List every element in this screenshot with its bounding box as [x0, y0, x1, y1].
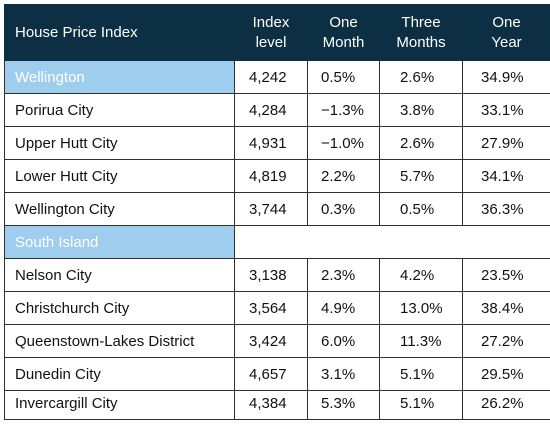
- three-months-cell: 0.5%: [379, 192, 463, 226]
- column-header-one-month: One Month: [307, 4, 380, 61]
- one-year-cell: 27.2%: [462, 324, 550, 358]
- index-level-cell: 3,744: [234, 192, 308, 226]
- region-row-wellington: Wellington 4,242 0.5% 2.6% 34.9%: [4, 60, 550, 94]
- three-months-cell: 13.0%: [379, 291, 463, 325]
- table-row: Lower Hutt City 4,819 2.2% 5.7% 34.1%: [4, 159, 550, 193]
- three-months-cell: 5.1%: [379, 390, 463, 420]
- column-header-one-year: One Year: [462, 4, 550, 61]
- three-months-cell: 2.6%: [379, 126, 463, 160]
- table-row: Upper Hutt City 4,931 −1.0% 2.6% 27.9%: [4, 126, 550, 160]
- city-name: Dunedin City: [4, 357, 235, 391]
- one-year-cell: 33.1%: [462, 93, 550, 127]
- one-year-cell: 23.5%: [462, 258, 550, 292]
- one-year-cell: 29.5%: [462, 357, 550, 391]
- one-month-cell: −1.3%: [307, 93, 380, 127]
- one-month-cell: 4.9%: [307, 291, 380, 325]
- one-month-cell: 0.5%: [307, 60, 380, 94]
- three-months-cell: 5.7%: [379, 159, 463, 193]
- one-month-cell: 3.1%: [307, 357, 380, 391]
- column-header-name: House Price Index: [4, 4, 235, 61]
- city-name: Nelson City: [4, 258, 235, 292]
- table-row: Queenstown-Lakes District 3,424 6.0% 11.…: [4, 324, 550, 358]
- three-months-cell: 5.1%: [379, 357, 463, 391]
- one-month-cell: 2.3%: [307, 258, 380, 292]
- city-name: Lower Hutt City: [4, 159, 235, 193]
- three-months-cell: 2.6%: [379, 60, 463, 94]
- region-name: Wellington: [4, 60, 235, 94]
- column-header-three-months: Three Months: [379, 4, 463, 61]
- one-year-cell: 34.1%: [462, 159, 550, 193]
- one-month-cell: 5.3%: [307, 390, 380, 420]
- one-month-cell: 2.2%: [307, 159, 380, 193]
- house-price-index-table: House Price Index Index level One Month Th…: [4, 4, 550, 420]
- one-year-cell: 38.4%: [462, 291, 550, 325]
- index-level-cell: 4,384: [234, 390, 308, 420]
- city-name: Christchurch City: [4, 291, 235, 325]
- city-name: Invercargill City: [4, 390, 235, 420]
- three-months-cell: 4.2%: [379, 258, 463, 292]
- index-level-cell: 4,931: [234, 126, 308, 160]
- table-row: Invercargill City 4,384 5.3% 5.1% 26.2%: [4, 390, 550, 420]
- table-row: Porirua City 4,284 −1.3% 3.8% 33.1%: [4, 93, 550, 127]
- city-name: Upper Hutt City: [4, 126, 235, 160]
- index-level-cell: 4,819: [234, 159, 308, 193]
- index-level-cell: 3,138: [234, 258, 308, 292]
- one-year-cell: 26.2%: [462, 390, 550, 420]
- index-level-cell: 4,284: [234, 93, 308, 127]
- index-level-cell: 4,657: [234, 357, 308, 391]
- region-row-south-island: South Island: [4, 225, 550, 259]
- one-month-cell: −1.0%: [307, 126, 380, 160]
- index-level-cell: 4,242: [234, 60, 308, 94]
- table-row: Nelson City 3,138 2.3% 4.2% 23.5%: [4, 258, 550, 292]
- one-month-cell: 6.0%: [307, 324, 380, 358]
- empty-cell: [234, 225, 550, 259]
- one-year-cell: 27.9%: [462, 126, 550, 160]
- region-name: South Island: [4, 225, 235, 259]
- one-year-cell: 34.9%: [462, 60, 550, 94]
- city-name: Porirua City: [4, 93, 235, 127]
- index-level-cell: 3,564: [234, 291, 308, 325]
- city-name: Queenstown-Lakes District: [4, 324, 235, 358]
- table-row: Wellington City 3,744 0.3% 0.5% 36.3%: [4, 192, 550, 226]
- one-year-cell: 36.3%: [462, 192, 550, 226]
- city-name: Wellington City: [4, 192, 235, 226]
- three-months-cell: 11.3%: [379, 324, 463, 358]
- column-header-index-level: Index level: [234, 4, 308, 61]
- table-row: Christchurch City 3,564 4.9% 13.0% 38.4%: [4, 291, 550, 325]
- three-months-cell: 3.8%: [379, 93, 463, 127]
- table-row: Dunedin City 4,657 3.1% 5.1% 29.5%: [4, 357, 550, 391]
- header-row: House Price Index Index level One Month Th…: [4, 4, 550, 61]
- index-level-cell: 3,424: [234, 324, 308, 358]
- one-month-cell: 0.3%: [307, 192, 380, 226]
